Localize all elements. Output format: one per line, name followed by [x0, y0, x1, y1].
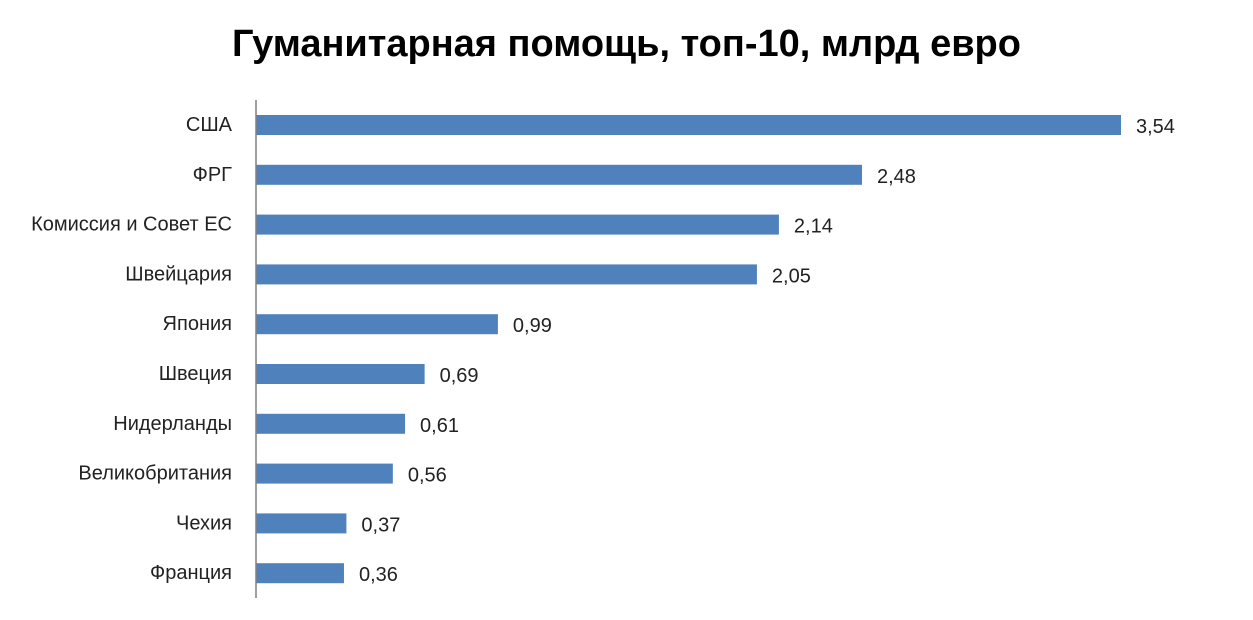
- category-label-3: Швейцария: [125, 263, 232, 285]
- value-label-8: 0,37: [361, 514, 400, 536]
- value-label-0: 3,54: [1136, 116, 1175, 138]
- bar-7: [256, 463, 393, 484]
- category-label-5: Швеция: [159, 363, 232, 385]
- bar-1: [256, 164, 862, 185]
- bar-9: [256, 563, 344, 584]
- category-label-0: США: [186, 114, 233, 136]
- category-label-7: Великобритания: [78, 463, 232, 485]
- labels-layer: США 3,54 ФРГ 2,48 Комиссия и Совет ЕС 2,14 Шве…: [31, 114, 1175, 586]
- category-label-2: Комиссия и Совет ЕС: [31, 214, 232, 236]
- value-label-6: 0,61: [420, 415, 459, 437]
- value-label-3: 2,05: [772, 265, 811, 287]
- value-label-4: 0,99: [513, 315, 552, 337]
- value-label-9: 0,36: [359, 564, 398, 586]
- value-label-2: 2,14: [794, 216, 833, 238]
- bar-0: [256, 115, 1121, 135]
- value-label-5: 0,69: [440, 365, 479, 387]
- bar-6: [256, 413, 406, 434]
- category-label-9: Франция: [150, 562, 232, 584]
- bar-3: [256, 264, 757, 285]
- chart-title: Гуманитарная помощь, топ-10, млрд евро: [231, 23, 1021, 65]
- bars-layer: [256, 115, 1121, 584]
- category-label-8: Чехия: [176, 512, 232, 534]
- bar-2: [256, 214, 779, 235]
- category-label-4: Япония: [163, 313, 232, 335]
- category-label-1: ФРГ: [193, 164, 233, 186]
- value-label-1: 2,48: [877, 166, 916, 188]
- value-label-7: 0,56: [408, 465, 447, 487]
- bar-8: [256, 513, 347, 534]
- bar-4: [256, 314, 498, 335]
- bar-5: [256, 364, 425, 384]
- category-label-6: Нидерланды: [113, 413, 232, 435]
